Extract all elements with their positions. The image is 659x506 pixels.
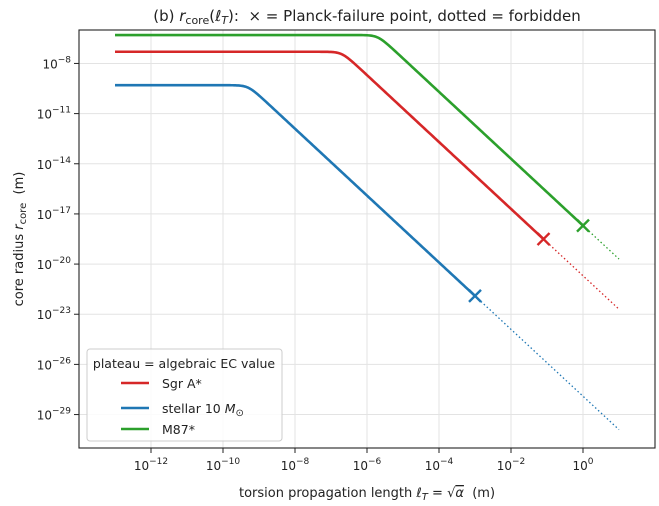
legend-label-stellar: stellar 10 M⊙ bbox=[162, 401, 244, 419]
forbidden-line-stellar bbox=[474, 295, 620, 431]
series-line-m87 bbox=[115, 33, 584, 227]
series-line-sgr-a bbox=[115, 50, 545, 241]
y-tick-label: 10−23 bbox=[37, 306, 71, 322]
y-tick-label: 10−17 bbox=[37, 206, 71, 222]
x-tick-label: 10−12 bbox=[134, 457, 168, 473]
x-axis-ticks: 10−12 10−10 10−8 10−6 10−4 10−2 100 bbox=[134, 448, 594, 473]
planck-failure-marker-sgr-a bbox=[536, 232, 551, 246]
x-tick-label: 10−10 bbox=[206, 457, 241, 473]
y-tick-label: 10−11 bbox=[37, 106, 71, 122]
x-tick-label: 10−8 bbox=[281, 457, 310, 473]
x-tick-label: 100 bbox=[572, 457, 593, 473]
y-tick-label: 10−14 bbox=[37, 156, 72, 172]
series-line-stellar bbox=[115, 83, 476, 297]
forbidden-line-sgr-a bbox=[543, 238, 620, 310]
y-tick-label: 10−8 bbox=[42, 55, 71, 71]
legend-label-sgr-a: Sgr A* bbox=[162, 376, 202, 391]
chart-title: (b) rcore(ℓT): × = Planck-failure point,… bbox=[153, 7, 581, 27]
y-axis-label: core radius rcore (m) bbox=[12, 172, 29, 307]
y-tick-label: 10−20 bbox=[37, 256, 72, 272]
x-tick-label: 10−2 bbox=[497, 457, 526, 473]
x-tick-label: 10−4 bbox=[425, 457, 454, 473]
grid-layer bbox=[79, 30, 655, 448]
y-axis-ticks: 10−8 10−11 10−14 10−17 10−20 10−23 10−26 10−29 bbox=[37, 55, 79, 423]
legend: plateau = algebraic EC value Sgr A* stel… bbox=[86, 348, 283, 442]
y-tick-label: 10−29 bbox=[37, 407, 72, 423]
legend-title: plateau = algebraic EC value bbox=[93, 356, 276, 371]
x-tick-label: 10−6 bbox=[353, 457, 382, 473]
y-tick-label: 10−26 bbox=[37, 356, 72, 372]
series-layer bbox=[115, 33, 620, 431]
x-axis-label: torsion propagation length ℓT = √α (m) bbox=[239, 486, 495, 503]
planck-failure-marker-stellar bbox=[468, 289, 482, 303]
planck-failure-marker-m87 bbox=[576, 218, 590, 233]
legend-box bbox=[86, 348, 283, 442]
legend-label-m87: M87* bbox=[162, 422, 195, 437]
